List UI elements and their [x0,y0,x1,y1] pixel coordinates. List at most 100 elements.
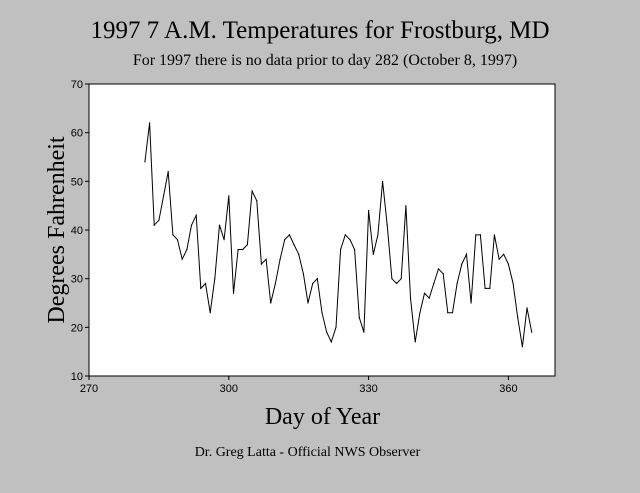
data-point [153,224,155,226]
data-point [423,292,426,294]
data-point [144,161,146,163]
data-point [256,200,258,202]
y-tick-label: 20 [71,322,83,334]
data-point [470,302,472,304]
x-axis-label: Day of Year [264,404,381,430]
data-point [349,239,351,241]
footer-credit: Dr. Greg Latta - Official NWS Observer [194,445,421,460]
data-point [526,307,528,309]
data-point [270,302,272,304]
chart-title: 1997 7 A.M. Temperatures for Frostburg, … [90,17,550,44]
data-point [354,248,356,251]
data-point [409,297,412,299]
data-point [302,273,304,275]
data-point [507,263,509,265]
data-point [209,312,211,314]
data-point [167,171,169,173]
data-point [228,195,230,197]
data-point [503,253,505,255]
data-point [437,268,440,270]
data-point [442,273,444,275]
data-point [200,287,202,289]
data-point [242,248,244,251]
data-point [274,282,276,285]
data-point [237,248,239,251]
data-point [284,239,286,241]
x-tick-label: 270 [80,383,98,395]
y-tick-label: 40 [71,225,83,237]
data-point [447,312,449,314]
data-point [260,263,262,265]
data-point [181,258,183,260]
data-point [372,253,374,255]
data-point [414,341,416,343]
data-point [279,258,281,260]
data-point [382,180,384,182]
data-point [186,248,188,251]
data-point [190,224,193,226]
data-point [246,244,248,246]
data-point [531,331,533,333]
data-point [326,331,328,333]
data-point [400,278,402,280]
x-tick-label: 330 [359,383,377,395]
data-point [307,302,309,304]
data-point [218,224,221,226]
data-point [386,224,388,226]
data-point [377,234,379,236]
data-point [344,234,346,236]
data-point [176,239,179,241]
series-line [144,122,533,347]
data-point [204,282,207,285]
data-point [419,312,421,314]
y-tick-label: 60 [71,128,83,140]
data-point [451,312,454,314]
data-point [293,244,295,246]
data-point [489,287,491,289]
data-point [316,278,318,280]
chart-subtitle: For 1997 there is no data prior to day 2… [132,52,518,69]
y-tick-label: 30 [71,274,83,286]
data-point [405,205,407,207]
data-point [521,346,524,348]
data-point [251,190,253,192]
data-point [330,341,332,343]
data-point [335,326,337,328]
data-point [298,253,300,255]
data-point [288,234,290,236]
data-point [433,282,435,285]
data-point [479,234,481,236]
y-tick-label: 50 [71,176,83,188]
data-point [363,331,365,333]
data-point [517,317,519,319]
data-point [232,292,235,294]
plot-area [88,83,556,377]
x-tick-label: 360 [499,383,517,395]
y-tick-label: 70 [71,79,83,91]
data-point [512,282,514,285]
data-point [321,312,323,314]
data-point [149,122,151,124]
y-tick-label: 10 [71,371,83,383]
data-point [484,287,486,289]
data-point [358,317,360,319]
data-point [498,258,500,260]
data-point [172,234,174,236]
data-point [340,248,342,251]
data-point [475,234,477,236]
data-point [465,253,468,255]
data-point [461,263,463,265]
data-point [456,282,458,285]
data-point [493,234,495,236]
data-point [223,239,225,241]
x-tick-label: 300 [220,383,238,395]
data-point [158,219,160,221]
data-point [163,195,165,197]
data-point [428,297,430,299]
data-point [214,278,216,280]
data-point [391,278,393,280]
data-point [396,282,398,285]
data-point [312,282,314,285]
data-point [195,214,197,216]
